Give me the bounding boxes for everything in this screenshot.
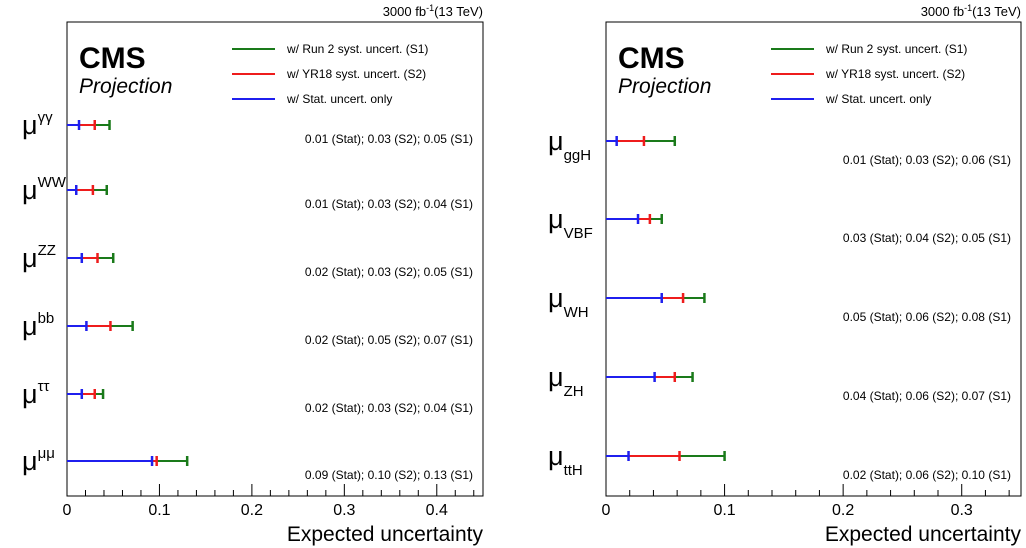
row-6: μμμ 0.09 (Stat); 0.10 (S2); 0.13 (S1): [22, 445, 473, 482]
row-label-base: μ: [548, 204, 564, 234]
row-label-superscript: WW: [38, 174, 67, 191]
row-label-base: μ: [22, 175, 38, 205]
row-5: μttH 0.02 (Stat); 0.06 (S2); 0.10 (S1): [548, 441, 1011, 482]
row-label-base: μ: [548, 362, 564, 392]
row-annotation: 0.01 (Stat); 0.03 (S2); 0.04 (S1): [305, 197, 473, 211]
legend-entry-3: w/ Stat. uncert. only: [825, 92, 931, 106]
legend-entry-3: w/ Stat. uncert. only: [286, 92, 392, 106]
lumi-value: 3000 fb: [383, 4, 426, 19]
x-tick-label: 0.2: [241, 502, 263, 519]
row-3: μZZ 0.02 (Stat); 0.03 (S2); 0.05 (S1): [22, 242, 473, 279]
cms-logo-text: CMS: [618, 42, 685, 75]
row-annotation: 0.01 (Stat); 0.03 (S2); 0.06 (S1): [843, 153, 1011, 167]
lumi-header: 3000 fb-1(13 TeV): [383, 3, 483, 19]
row-label-subscript: VBF: [564, 225, 593, 242]
row-label: μVBF: [548, 204, 593, 242]
row-label-base: μ: [548, 126, 564, 156]
row-label-subscript: ggH: [564, 147, 592, 164]
row-label-base: μ: [22, 446, 38, 476]
x-tick-label: 0.2: [832, 502, 854, 519]
plot-frame: [605, 21, 1022, 497]
row-label-superscript: ZZ: [38, 242, 56, 259]
row-annotation: 0.05 (Stat); 0.06 (S2); 0.08 (S1): [843, 310, 1011, 324]
legend-entry-1: w/ Run 2 syst. uncert. (S1): [286, 42, 428, 56]
row-label-subscript: WH: [564, 304, 589, 321]
row-3: μWH 0.05 (Stat); 0.06 (S2); 0.08 (S1): [548, 283, 1011, 324]
x-tick-label: 0: [602, 502, 611, 519]
row-4: μZH 0.04 (Stat); 0.06 (S2); 0.07 (S1): [548, 362, 1011, 403]
row-label-superscript: γγ: [38, 109, 54, 126]
row-annotation: 0.04 (Stat); 0.06 (S2); 0.07 (S1): [843, 389, 1011, 403]
row-label-superscript: bb: [38, 310, 55, 327]
row-1: μγγ 0.01 (Stat); 0.03 (S2); 0.05 (S1): [22, 109, 473, 146]
cms-logo-text: CMS: [79, 42, 146, 75]
row-label-base: μ: [548, 283, 564, 313]
row-annotation: 0.02 (Stat); 0.03 (S2); 0.04 (S1): [305, 401, 473, 415]
row-label: μττ: [22, 378, 49, 409]
row-label: μWH: [548, 283, 589, 321]
row-label-subscript: ttH: [564, 462, 583, 479]
legend-entry-2: w/ YR18 syst. uncert. (S2): [286, 67, 426, 81]
x-axis-title: Expected uncertainty: [825, 523, 1022, 546]
x-tick-label: 0.1: [148, 502, 170, 519]
row-label-base: μ: [22, 110, 38, 140]
x-tick-label: 0.1: [713, 502, 735, 519]
row-annotation: 0.09 (Stat); 0.10 (S2); 0.13 (S1): [305, 468, 473, 482]
row-annotation: 0.02 (Stat); 0.05 (S2); 0.07 (S1): [305, 333, 473, 347]
row-label: μγγ: [22, 109, 53, 140]
row-1: μggH 0.01 (Stat); 0.03 (S2); 0.06 (S1): [548, 126, 1011, 167]
row-annotation: 0.02 (Stat); 0.03 (S2); 0.05 (S1): [305, 265, 473, 279]
lumi-value: 3000 fb: [921, 4, 964, 19]
projection-label: Projection: [618, 75, 711, 98]
row-label: μZH: [548, 362, 584, 400]
x-tick-label: 0.3: [951, 502, 973, 519]
row-label-superscript: ττ: [38, 378, 50, 395]
row-label: μggH: [548, 126, 591, 164]
x-tick-label: 0: [63, 502, 72, 519]
row-label-subscript: ZH: [564, 383, 584, 400]
row-2: μVBF 0.03 (Stat); 0.04 (S2); 0.05 (S1): [548, 204, 1011, 245]
row-label: μWW: [22, 174, 67, 205]
row-annotation: 0.03 (Stat); 0.04 (S2); 0.05 (S1): [843, 231, 1011, 245]
energy-label: (13 TeV): [972, 4, 1021, 19]
energy-label: (13 TeV): [434, 4, 483, 19]
row-label: μμμ: [22, 445, 55, 476]
row-annotation: 0.02 (Stat); 0.06 (S2); 0.10 (S1): [843, 468, 1011, 482]
row-label-base: μ: [22, 243, 38, 273]
row-label: μbb: [22, 310, 54, 341]
lumi-exponent: -1: [426, 3, 434, 13]
row-label-base: μ: [22, 379, 38, 409]
row-4: μbb 0.02 (Stat); 0.05 (S2); 0.07 (S1): [22, 310, 473, 347]
row-label-base: μ: [22, 311, 38, 341]
projection-label: Projection: [79, 75, 172, 98]
row-annotation: 0.01 (Stat); 0.03 (S2); 0.05 (S1): [305, 132, 473, 146]
row-label-base: μ: [548, 441, 564, 471]
x-tick-label: 0.3: [333, 502, 355, 519]
row-label: μZZ: [22, 242, 56, 273]
x-tick-label: 0.4: [426, 502, 448, 519]
row-2: μWW 0.01 (Stat); 0.03 (S2); 0.04 (S1): [22, 174, 473, 211]
row-label-superscript: μμ: [38, 445, 55, 462]
lumi-header: 3000 fb-1(13 TeV): [921, 3, 1021, 19]
lumi-exponent: -1: [964, 3, 972, 13]
row-5: μττ 0.02 (Stat); 0.03 (S2); 0.04 (S1): [22, 378, 473, 415]
row-label: μttH: [548, 441, 583, 479]
x-axis-title: Expected uncertainty: [287, 523, 484, 546]
legend-entry-2: w/ YR18 syst. uncert. (S2): [825, 67, 965, 81]
legend-entry-1: w/ Run 2 syst. uncert. (S1): [825, 42, 967, 56]
